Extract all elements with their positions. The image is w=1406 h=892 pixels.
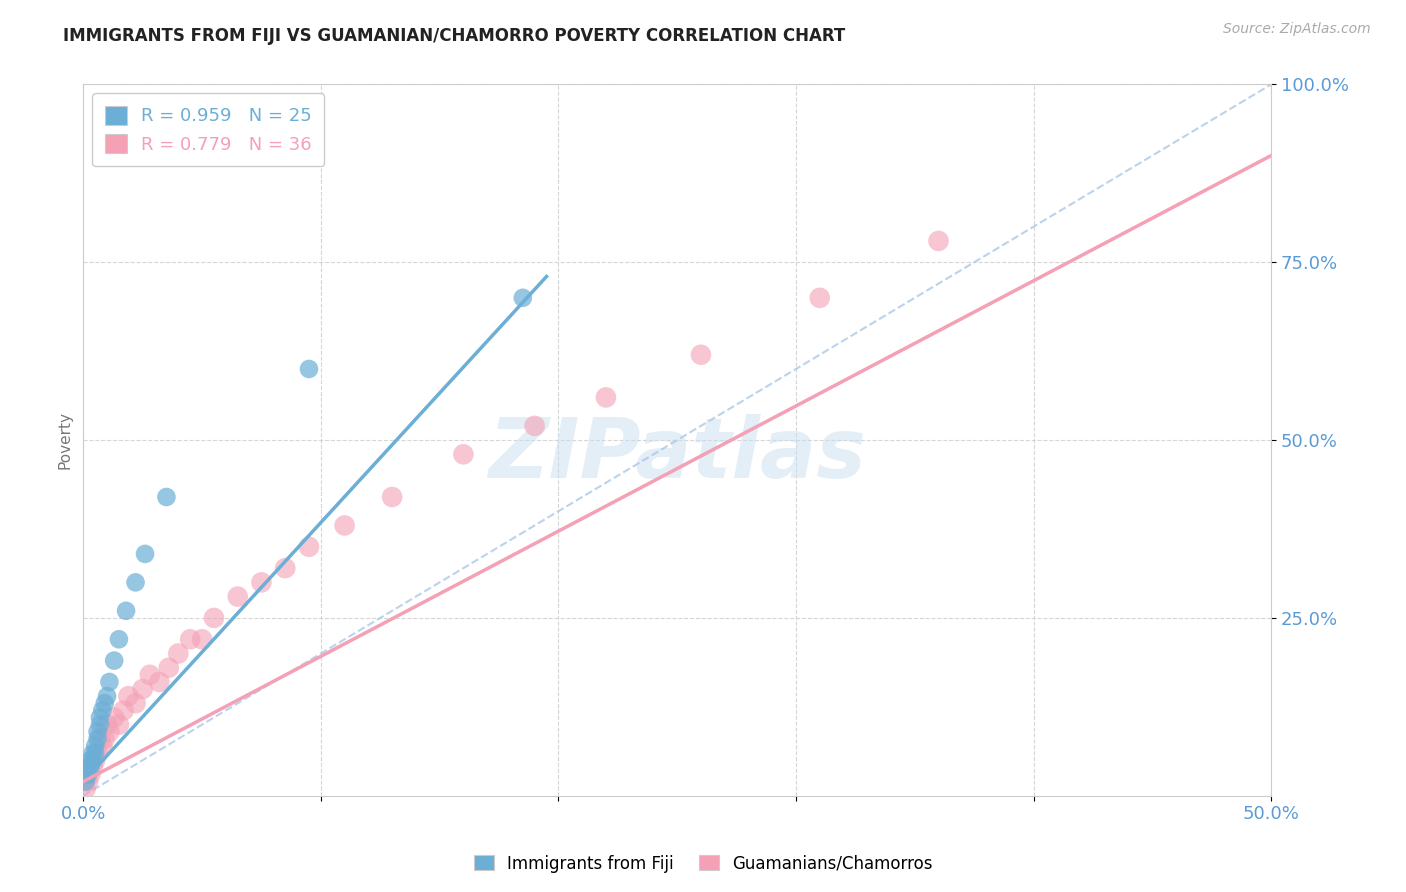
Point	[274, 561, 297, 575]
Point	[690, 348, 713, 362]
Point	[250, 575, 273, 590]
Text: IMMIGRANTS FROM FIJI VS GUAMANIAN/CHAMORRO POVERTY CORRELATION CHART: IMMIGRANTS FROM FIJI VS GUAMANIAN/CHAMOR…	[63, 27, 845, 45]
Text: Source: ZipAtlas.com: Source: ZipAtlas.com	[1223, 22, 1371, 37]
Point	[179, 632, 201, 647]
Point	[167, 647, 190, 661]
Point	[523, 418, 546, 433]
Point	[93, 696, 115, 710]
Point	[108, 632, 131, 647]
Point	[84, 739, 107, 753]
Point	[89, 731, 111, 746]
Point	[103, 710, 125, 724]
Point	[82, 760, 104, 774]
Point	[124, 696, 146, 710]
Legend: R = 0.959   N = 25, R = 0.779   N = 36: R = 0.959 N = 25, R = 0.779 N = 36	[93, 94, 325, 167]
Point	[79, 767, 101, 781]
Point	[155, 490, 177, 504]
Legend: Immigrants from Fiji, Guamanians/Chamorros: Immigrants from Fiji, Guamanians/Chamorr…	[467, 848, 939, 880]
Point	[124, 575, 146, 590]
Point	[157, 661, 180, 675]
Point	[148, 675, 170, 690]
Point	[96, 717, 118, 731]
Point	[86, 731, 108, 746]
Point	[98, 724, 121, 739]
Point	[103, 654, 125, 668]
Point	[333, 518, 356, 533]
Point	[808, 291, 831, 305]
Point	[139, 668, 162, 682]
Point	[79, 760, 101, 774]
Point	[79, 753, 101, 767]
Point	[84, 753, 107, 767]
Point	[77, 760, 100, 774]
Point	[298, 540, 321, 554]
Point	[84, 746, 107, 760]
Point	[77, 774, 100, 789]
Point	[115, 604, 138, 618]
Text: ZIPatlas: ZIPatlas	[488, 414, 866, 495]
Point	[117, 689, 139, 703]
Point	[86, 724, 108, 739]
Point	[928, 234, 950, 248]
Point	[75, 774, 97, 789]
Point	[93, 731, 115, 746]
Point	[112, 703, 135, 717]
Point	[226, 590, 249, 604]
Point	[89, 710, 111, 724]
Point	[82, 746, 104, 760]
Point	[381, 490, 404, 504]
Point	[131, 681, 153, 696]
Point	[108, 717, 131, 731]
Point	[191, 632, 214, 647]
Point	[134, 547, 156, 561]
Point	[82, 753, 104, 767]
Y-axis label: Poverty: Poverty	[58, 411, 72, 469]
Point	[91, 739, 114, 753]
Point	[91, 703, 114, 717]
Point	[98, 675, 121, 690]
Point	[595, 391, 617, 405]
Point	[512, 291, 534, 305]
Point	[298, 362, 321, 376]
Point	[75, 781, 97, 796]
Point	[86, 746, 108, 760]
Point	[89, 717, 111, 731]
Point	[202, 611, 225, 625]
Point	[77, 767, 100, 781]
Point	[453, 447, 475, 461]
Point	[96, 689, 118, 703]
